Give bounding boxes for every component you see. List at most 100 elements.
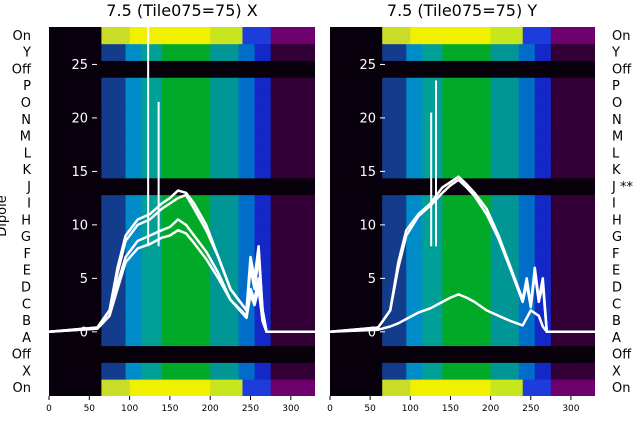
overlay-y-tick-label: 0 [80,325,88,340]
heatmap-cell [418,60,423,78]
heatmap-cell [522,43,528,61]
heatmap-cell [362,328,367,347]
heatmap [330,27,595,396]
heatmap-cell [133,110,139,129]
overlay-y-tick-label: 25 [71,58,88,73]
heatmap-cell [274,43,280,61]
heatmap-cell [266,345,272,363]
heatmap-cell [590,312,595,330]
heatmap-cell [222,194,227,212]
heatmap-cell [414,228,419,246]
heatmap-cell [330,110,335,129]
x-tick-label: 50 [364,404,376,414]
heatmap-cell [426,261,431,279]
heatmap-cell [286,94,292,112]
heatmap-cell [586,295,592,313]
row-label: J ** [611,180,633,195]
heatmap-cell [430,110,435,129]
heatmap-cell [366,77,371,95]
heatmap-cell [198,228,203,246]
heatmap-cell [542,194,548,212]
heatmap-cell [330,194,335,212]
heatmap-cell [454,110,459,129]
heatmap-cell [462,362,468,380]
heatmap-cell [294,245,300,263]
heatmap-cell [202,261,207,279]
heatmap-cell [230,77,235,95]
heatmap-cell [282,144,288,162]
heatmap-cell [386,77,391,95]
heatmap-cell [454,43,459,61]
heatmap-cell [470,60,476,78]
heatmap-cell [358,328,363,347]
heatmap-cell [402,345,407,363]
heatmap-cell [462,144,468,162]
heatmap-cell [454,94,459,112]
heatmap-cell [370,110,375,129]
heatmap-cell [350,127,355,145]
heatmap-cell [362,144,367,162]
overlay-y-tick-label: 15 [359,165,376,180]
heatmap-cell [390,60,395,78]
heatmap-cell [210,312,215,330]
heatmap-cell [282,60,288,78]
heatmap-cell [274,27,280,45]
heatmap-cell [450,228,455,246]
row-label: E [23,264,31,279]
heatmap-cell [294,345,300,363]
heatmap-cell [129,362,135,380]
heatmap-cell [125,312,131,330]
heatmap-cell [402,127,407,145]
heatmap-cell [418,94,423,112]
heatmap-cell [173,110,179,129]
heatmap-cell [270,345,276,363]
heatmap-cell [274,228,280,246]
heatmap-cell [306,345,312,363]
heatmap-cell [346,194,351,212]
heatmap-cell [582,127,588,145]
heatmap-cell [97,345,102,363]
heatmap-cell [101,43,106,61]
heatmap-cell [458,144,463,162]
heatmap-cell [530,43,536,61]
heatmap-cell [486,345,492,363]
heatmap-cell [302,261,308,279]
heatmap-cell [117,278,123,296]
heatmap-cell [234,211,239,229]
heatmap-cell [214,328,219,347]
heatmap-cell [306,211,312,229]
heatmap-cell [386,161,391,179]
heatmap-cell [470,27,476,45]
heatmap-cell [334,60,339,78]
heatmap-cell [202,345,207,363]
heatmap-cell [61,261,66,279]
heatmap-cell [394,177,399,196]
heatmap-cell [514,27,520,45]
heatmap-cell [562,245,568,263]
heatmap-cell [422,345,427,363]
heatmap-cell [242,328,247,347]
heatmap-cell [370,345,375,363]
heatmap-cell [454,295,459,313]
heatmap-cell [125,328,131,347]
heatmap-cell [97,27,102,45]
heatmap-cell [518,278,524,296]
heatmap-cell [157,110,163,129]
heatmap-cell [105,245,110,263]
heatmap-cell [266,261,272,279]
heatmap-cell [85,345,90,363]
heatmap-cell [222,127,227,145]
heatmap-cell [198,312,203,330]
heatmap-cell [81,245,86,263]
heatmap-cell [426,228,431,246]
heatmap-cell [358,261,363,279]
heatmap-cell [406,60,411,78]
heatmap-cell [149,177,155,196]
heatmap-cell [101,194,106,212]
heatmap-cell [153,312,159,330]
heatmap-cell [346,345,351,363]
heatmap-cell [89,245,94,263]
heatmap-cell [294,27,300,45]
heatmap-cell [85,362,90,380]
heatmap-cell [214,177,219,196]
